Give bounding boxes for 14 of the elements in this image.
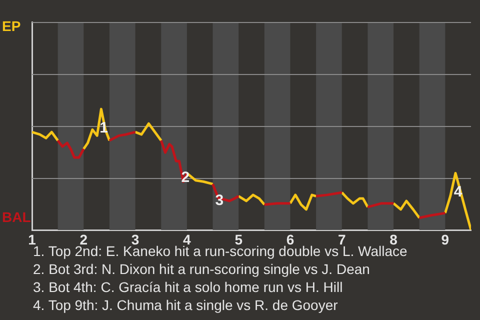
x-tick-label: 4 [183, 231, 192, 248]
x-tick-label: 2 [80, 231, 88, 248]
text: 3. Bot 4th: C. Gracía hit a solo home run vs H. Hill [33, 278, 344, 296]
text: 2. Bot 3rd: N. Dixon hit a run-scoring single vs J. Dean [33, 260, 371, 278]
x-tick-label: 8 [390, 231, 398, 248]
text: BAL [2, 208, 32, 225]
text: 4. Top 9th: J. Chuma hit a single vs R. de Gooyer [33, 296, 339, 314]
x-tick-label: 9 [441, 231, 450, 248]
text: EP [2, 18, 21, 34]
x-tick-label: 5 [234, 231, 243, 248]
x-tick-label: 3 [131, 231, 140, 248]
x-tick-label: 6 [286, 231, 294, 248]
x-tick-label: 7 [338, 231, 346, 248]
x-tick-label: 1 [28, 231, 36, 248]
